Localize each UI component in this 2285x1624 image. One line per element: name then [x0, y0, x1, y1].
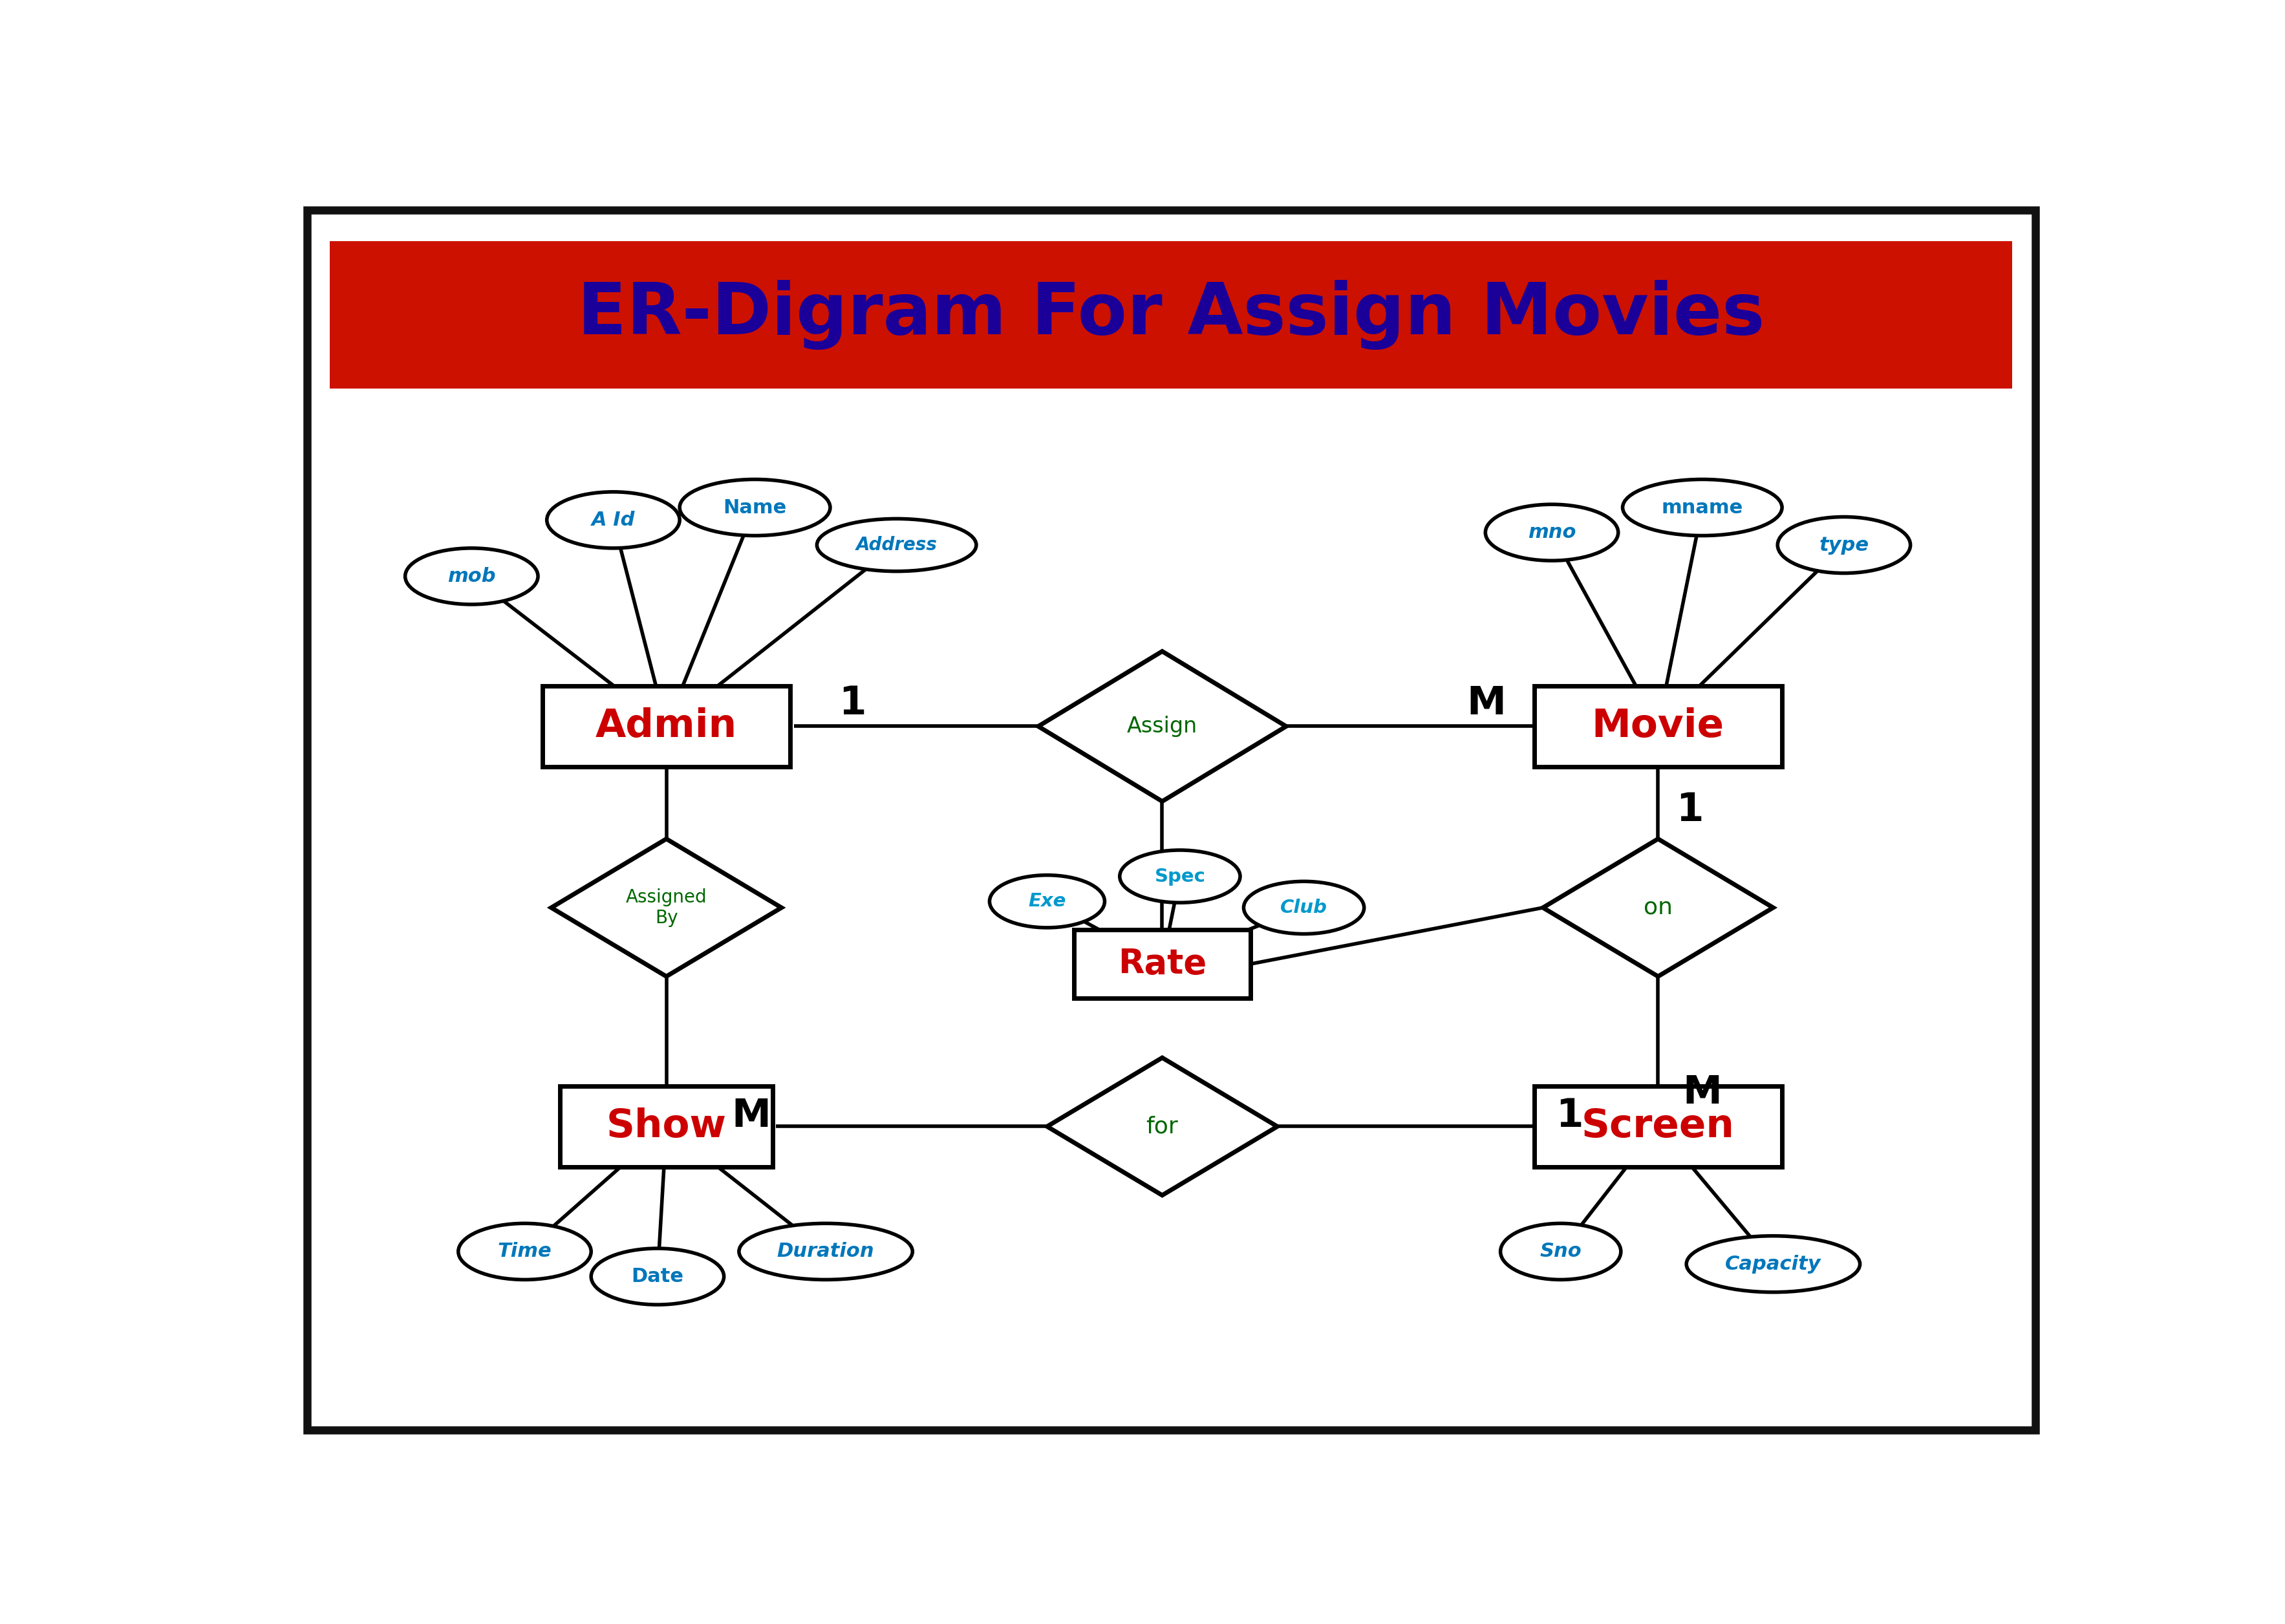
Text: Address: Address: [857, 536, 937, 554]
Text: Rate: Rate: [1117, 947, 1206, 981]
Ellipse shape: [738, 1223, 912, 1280]
Ellipse shape: [989, 875, 1104, 927]
Text: Screen: Screen: [1581, 1108, 1734, 1145]
Text: Assign: Assign: [1127, 716, 1197, 737]
Text: Show: Show: [606, 1108, 727, 1145]
Text: Admin: Admin: [596, 708, 738, 745]
Text: 1: 1: [839, 685, 866, 723]
Ellipse shape: [679, 479, 829, 536]
Text: on: on: [1643, 896, 1673, 919]
Ellipse shape: [546, 492, 679, 549]
Ellipse shape: [1485, 505, 1618, 560]
Bar: [1074, 929, 1250, 999]
Text: M: M: [1467, 685, 1506, 723]
Text: Duration: Duration: [777, 1242, 875, 1260]
Ellipse shape: [1501, 1223, 1620, 1280]
Text: mname: mname: [1661, 499, 1743, 516]
Text: Capacity: Capacity: [1725, 1255, 1821, 1273]
Text: Club: Club: [1280, 898, 1328, 916]
Polygon shape: [1037, 651, 1286, 801]
Bar: [560, 1086, 772, 1168]
Text: Movie: Movie: [1593, 708, 1725, 745]
Ellipse shape: [592, 1249, 724, 1304]
Ellipse shape: [1120, 849, 1241, 903]
Text: M: M: [731, 1098, 770, 1135]
Ellipse shape: [1778, 516, 1910, 573]
Text: 1: 1: [1677, 791, 1705, 830]
Text: Assigned
By: Assigned By: [626, 888, 706, 927]
Bar: [1533, 685, 1782, 767]
Polygon shape: [1542, 840, 1773, 976]
Bar: [542, 685, 791, 767]
Text: mob: mob: [448, 567, 496, 586]
Text: type: type: [1819, 536, 1869, 554]
Polygon shape: [551, 840, 781, 976]
Bar: [1533, 1086, 1782, 1168]
Text: ER-Digram For Assign Movies: ER-Digram For Assign Movies: [578, 279, 1764, 349]
Text: A Id: A Id: [592, 510, 635, 529]
Polygon shape: [1047, 1057, 1277, 1195]
Ellipse shape: [816, 518, 976, 572]
Text: mno: mno: [1529, 523, 1577, 542]
Ellipse shape: [1622, 479, 1782, 536]
Bar: [329, 240, 2013, 388]
Text: M: M: [1682, 1073, 1723, 1112]
Text: Exe: Exe: [1028, 892, 1067, 911]
Text: Spec: Spec: [1154, 867, 1206, 885]
Ellipse shape: [1686, 1236, 1860, 1293]
Ellipse shape: [404, 549, 537, 604]
Text: Name: Name: [722, 499, 786, 516]
Text: Date: Date: [631, 1267, 683, 1286]
Text: Sno: Sno: [1540, 1242, 1581, 1260]
Text: 1: 1: [1556, 1098, 1584, 1135]
Ellipse shape: [459, 1223, 592, 1280]
Text: Time: Time: [498, 1242, 551, 1260]
Text: for: for: [1147, 1116, 1179, 1137]
Ellipse shape: [1243, 882, 1364, 934]
